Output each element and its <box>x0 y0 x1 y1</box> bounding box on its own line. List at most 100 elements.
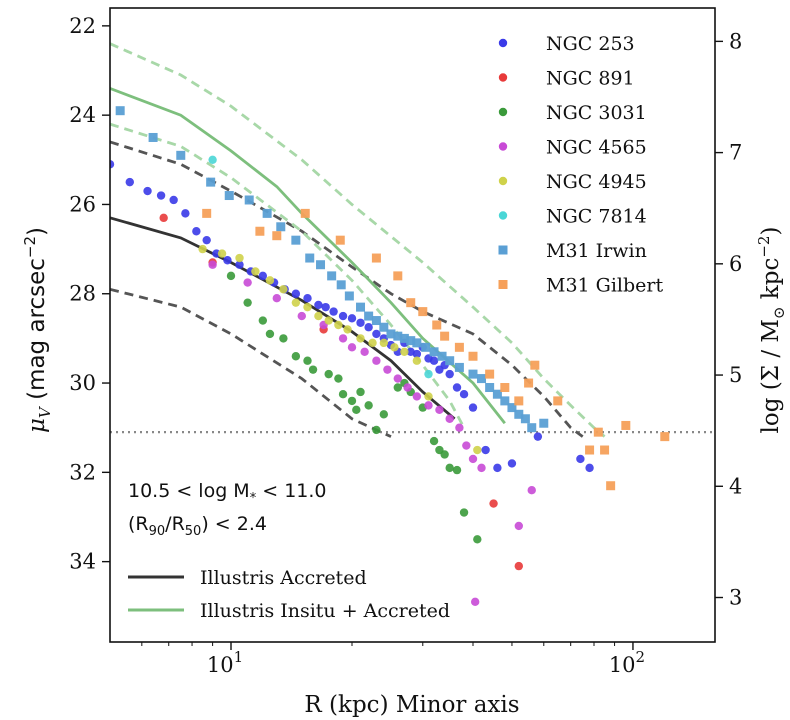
point-ngc-4565 <box>272 294 281 303</box>
point-ngc-7814 <box>208 155 217 165</box>
point-m31-gilbert <box>454 342 464 352</box>
right-y-tick-label: 8 <box>729 29 742 53</box>
point-ngc-253 <box>192 227 201 236</box>
legend-label-ngc-891: NGC 891 <box>546 68 635 90</box>
point-m31-irwin <box>485 383 495 393</box>
point-ngc-891 <box>159 213 168 223</box>
point-ngc-4565 <box>445 414 454 423</box>
point-ngc-4565 <box>243 278 252 287</box>
point-ngc-253 <box>507 459 517 468</box>
line-insitu-lower <box>110 122 466 429</box>
point-ngc-4945 <box>279 285 288 294</box>
point-m31-irwin <box>336 280 346 290</box>
point-ngc-4945 <box>324 316 333 325</box>
x-axis-label: R (kpc) Minor axis <box>304 692 519 718</box>
point-ngc-3031 <box>279 334 288 343</box>
point-ngc-253 <box>291 289 301 298</box>
point-ngc-253 <box>533 432 543 441</box>
point-m31-irwin <box>399 333 409 343</box>
point-ngc-4565 <box>462 441 471 450</box>
point-m31-gilbert <box>272 231 282 241</box>
point-m31-gilbert <box>468 351 478 361</box>
point-ngc-3031 <box>324 369 333 379</box>
point-ngc-253 <box>347 314 357 323</box>
point-ngc-253 <box>412 349 422 359</box>
point-ngc-4565 <box>208 260 217 269</box>
point-ngc-4565 <box>360 347 369 356</box>
point-ngc-4565 <box>435 405 444 415</box>
point-ngc-3031 <box>393 383 402 392</box>
legend-label-ngc-4565: NGC 4565 <box>546 137 647 159</box>
point-m31-irwin <box>115 106 125 116</box>
legend-marker-ngc-3031 <box>498 107 508 117</box>
point-ngc-3031 <box>445 463 454 473</box>
point-ngc-4565 <box>470 597 480 607</box>
point-m31-irwin <box>386 329 396 339</box>
point-m31-irwin <box>445 356 455 366</box>
point-m31-gilbert <box>202 208 212 218</box>
series-m31-irwin <box>115 106 549 433</box>
y-tick-label: 22 <box>69 14 96 38</box>
point-ngc-4945 <box>390 343 399 352</box>
y-axis-label-right: log (Σ / M⊙ kpc−2) <box>755 227 788 434</box>
point-ngc-4945 <box>291 298 301 307</box>
line-insitu-upper <box>110 42 606 438</box>
point-m31-gilbert <box>432 320 442 330</box>
y-axis-label-left: μV (mag arcsec−2) <box>21 227 54 433</box>
point-ngc-7814 <box>424 369 433 379</box>
point-ngc-4945 <box>400 347 409 356</box>
point-ngc-3031 <box>364 401 373 410</box>
point-ngc-4945 <box>356 334 365 343</box>
point-m31-irwin <box>393 331 403 341</box>
legend-marker-m31-irwin <box>498 245 508 255</box>
point-ngc-253 <box>314 300 323 310</box>
point-m31-gilbert <box>418 307 428 317</box>
line-accreted-upper <box>110 140 584 438</box>
point-ngc-4565 <box>347 343 357 352</box>
point-m31-irwin <box>176 150 186 160</box>
point-m31-irwin <box>406 336 416 346</box>
legend-label-ngc-4945: NGC 4945 <box>546 171 647 193</box>
legend-label-illustris-insitu-accreted: Illustris Insitu + Accreted <box>200 600 450 622</box>
point-ngc-3031 <box>226 271 236 281</box>
point-ngc-4945 <box>412 356 422 365</box>
point-m31-irwin <box>412 338 422 348</box>
legend-label-illustris-accreted: Illustris Accreted <box>200 567 367 589</box>
point-m31-gilbert <box>600 445 610 455</box>
point-m31-irwin <box>437 351 447 361</box>
legend-marker-ngc-4945 <box>498 176 508 186</box>
point-m31-irwin <box>316 260 326 270</box>
legend-label-ngc-7814: NGC 7814 <box>546 206 647 228</box>
point-m31-irwin <box>527 423 537 433</box>
point-ngc-253 <box>202 235 211 245</box>
point-ngc-4945 <box>265 276 275 285</box>
point-ngc-4565 <box>372 356 381 365</box>
point-m31-irwin <box>148 132 158 142</box>
line-accreted-lower <box>110 287 392 438</box>
point-ngc-891 <box>514 561 523 571</box>
plot-frame <box>109 7 716 643</box>
legend: NGC 253 NGC 891 NGC 3031 NGC 4565 NGC 4945 NG… <box>498 33 663 297</box>
legend-marker-ngc-253 <box>498 38 508 48</box>
point-ngc-4565 <box>424 401 433 410</box>
legend-marker-ngc-7814 <box>498 211 508 220</box>
point-ngc-253 <box>329 307 338 316</box>
point-m31-gilbert <box>585 445 595 455</box>
y-tick-label: 32 <box>69 460 96 484</box>
point-ngc-253 <box>364 323 373 332</box>
point-ngc-3031 <box>372 425 381 435</box>
y-tick-label: 24 <box>69 103 96 127</box>
point-ngc-3031 <box>352 405 361 415</box>
point-ngc-253 <box>585 463 594 473</box>
point-ngc-4945 <box>314 311 323 321</box>
series-ngc-7814 <box>208 155 433 379</box>
point-m31-gilbert <box>514 396 524 406</box>
right-y-tick-label: 4 <box>729 474 742 498</box>
point-ngc-3031 <box>356 387 365 397</box>
point-m31-gilbert <box>524 378 534 388</box>
right-y-tick-label: 3 <box>729 586 742 610</box>
point-ngc-4565 <box>527 485 536 495</box>
point-m31-irwin <box>477 374 487 384</box>
right-y-tick-label: 7 <box>729 141 742 165</box>
